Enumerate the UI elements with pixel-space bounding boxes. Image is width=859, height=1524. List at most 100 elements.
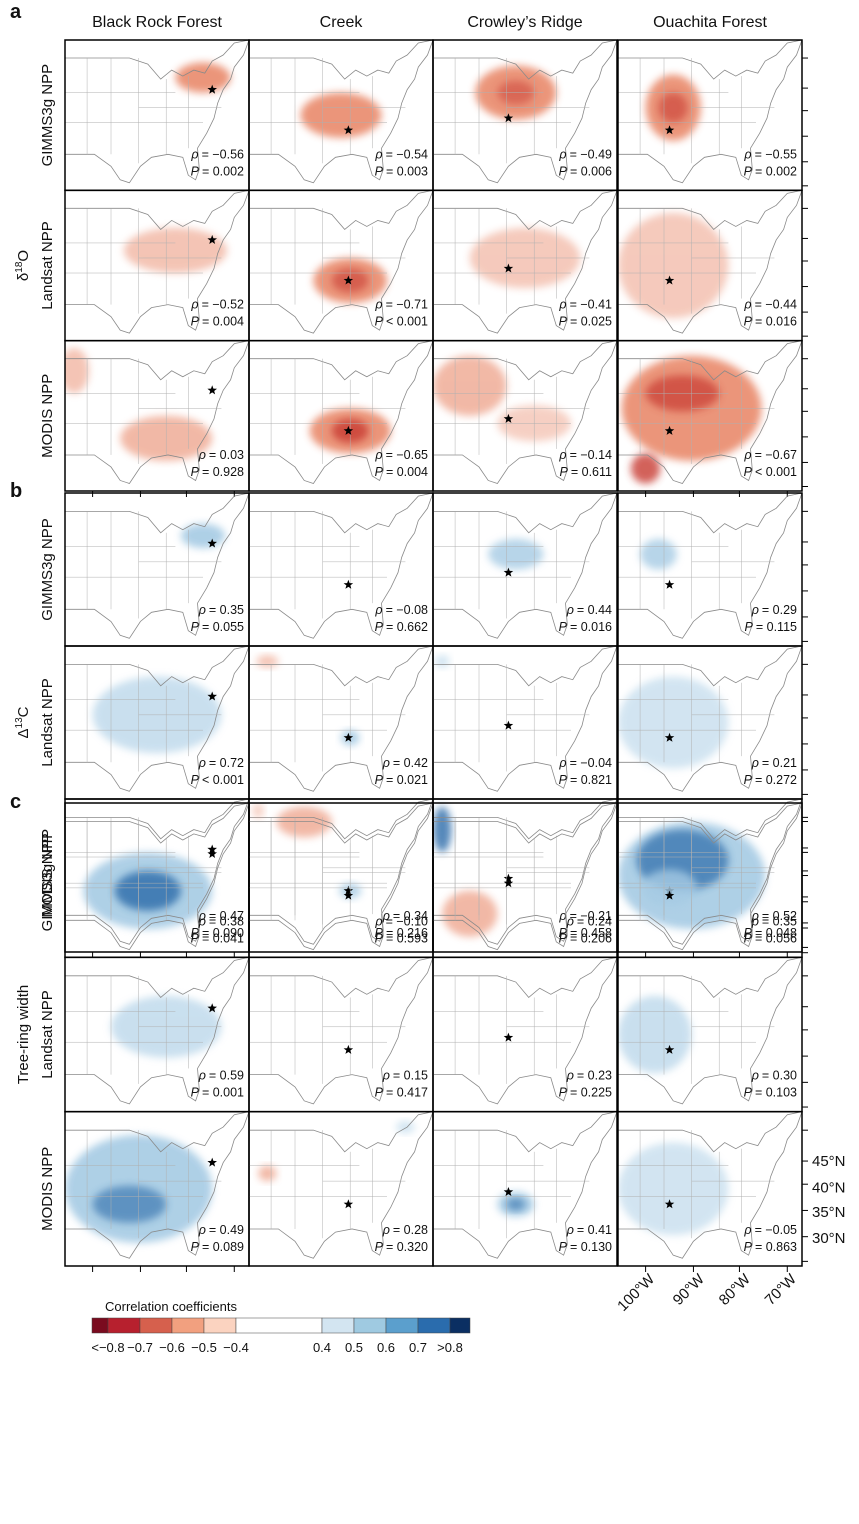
row-label: GIMMS3g NPP xyxy=(39,64,56,167)
row-label: Landsat NPP xyxy=(39,678,56,766)
rho-symbol: ρ xyxy=(751,909,759,923)
rho-value: = 0.28 xyxy=(393,1223,428,1237)
p-symbol: P xyxy=(559,315,568,329)
p-value: = 0.225 xyxy=(570,1086,612,1100)
site-star xyxy=(664,1044,675,1054)
p-symbol: P xyxy=(375,773,384,787)
p-value: = 0.002 xyxy=(202,164,244,178)
p-stat: P = 0.025 xyxy=(559,315,612,329)
colorbar-swatch xyxy=(385,1317,419,1334)
group-label-base: δ xyxy=(15,273,32,281)
p-stat: P = 0.016 xyxy=(559,620,612,634)
column-title: Crowley’s Ridge xyxy=(467,14,582,31)
group-label-rest: O xyxy=(15,250,32,262)
map-outline xyxy=(618,799,802,945)
colorbar-swatch xyxy=(321,1317,355,1334)
rho-stat: ρ = 0.30 xyxy=(751,1069,797,1083)
site-star xyxy=(207,84,217,94)
p-symbol: P xyxy=(559,926,568,940)
p-stat: P = 0.225 xyxy=(559,1086,612,1100)
p-stat: P = 0.130 xyxy=(559,1240,612,1254)
rho-stat: ρ = −0.54 xyxy=(374,147,428,161)
p-value: < 0.001 xyxy=(755,465,797,479)
rho-value: = −0.56 xyxy=(202,147,244,161)
rho-symbol: ρ xyxy=(751,914,759,928)
p-stat: P = 0.002 xyxy=(191,164,244,178)
map-outline xyxy=(433,190,617,334)
site-star xyxy=(207,691,217,701)
column-title: Creek xyxy=(320,14,364,31)
correlation-area xyxy=(618,676,729,769)
colorbar-label: <−0.8 xyxy=(91,1340,124,1355)
rho-value: = −0.52 xyxy=(202,298,244,312)
map-outline xyxy=(65,646,249,792)
rho-symbol: ρ xyxy=(198,603,206,617)
p-value: = 0.593 xyxy=(386,931,428,945)
lon-label: 70°W xyxy=(762,1270,801,1309)
p-value: < 0.001 xyxy=(386,315,428,329)
lon-label: 80°W xyxy=(716,1270,755,1309)
p-stat: P = 0.090 xyxy=(191,926,244,940)
rho-value: = 0.35 xyxy=(762,914,797,928)
rho-symbol: ρ xyxy=(751,1069,759,1083)
p-value: = 0.055 xyxy=(202,620,244,634)
site-star xyxy=(503,878,514,888)
map-cell xyxy=(433,803,617,951)
colorbar-label: 0.6 xyxy=(377,1340,395,1355)
p-stat: P < 0.001 xyxy=(744,465,797,479)
map-cell xyxy=(65,646,249,792)
rho-symbol: ρ xyxy=(743,298,751,312)
map-cell xyxy=(249,646,433,792)
p-stat: P = 0.103 xyxy=(744,1086,797,1100)
correlation-area xyxy=(65,348,89,394)
p-stat: P = 0.002 xyxy=(744,164,797,178)
rho-symbol: ρ xyxy=(382,1069,390,1083)
lat-label: 35°N xyxy=(812,1204,846,1221)
colorbar-swatch xyxy=(235,1317,323,1334)
p-value: = 0.928 xyxy=(202,465,244,479)
p-stat: P = 0.041 xyxy=(191,931,244,945)
rho-stat: ρ = 0.49 xyxy=(198,1223,244,1237)
rho-stat: ρ = 0.35 xyxy=(751,914,797,928)
p-symbol: P xyxy=(744,1086,753,1100)
map-outline xyxy=(618,40,802,184)
correlation-area xyxy=(276,806,332,838)
rho-symbol: ρ xyxy=(374,914,382,928)
p-value: = 0.016 xyxy=(570,620,612,634)
map-outline xyxy=(618,493,802,639)
p-stat: P = 0.016 xyxy=(744,315,797,329)
rho-symbol: ρ xyxy=(558,909,566,923)
map-cell xyxy=(618,1111,802,1259)
p-symbol: P xyxy=(375,931,384,945)
map-cell xyxy=(65,340,249,484)
rho-stat: ρ = 0.35 xyxy=(198,603,244,617)
p-symbol: P xyxy=(559,164,568,178)
map-cell xyxy=(249,340,433,484)
site-star xyxy=(503,720,514,730)
rho-symbol: ρ xyxy=(198,1069,206,1083)
cell-border xyxy=(617,1110,803,1267)
map-outline xyxy=(249,40,433,184)
p-symbol: P xyxy=(744,315,753,329)
rho-symbol: ρ xyxy=(198,1223,206,1237)
map-outline xyxy=(249,1111,433,1259)
site-star xyxy=(343,1044,354,1054)
column-title: Black Rock Forest xyxy=(92,14,222,31)
site-star xyxy=(503,413,514,423)
rho-stat: ρ = −0.44 xyxy=(743,298,797,312)
map-cell xyxy=(618,190,802,334)
p-stat: P = 0.021 xyxy=(375,773,428,787)
p-symbol: P xyxy=(744,926,753,940)
rho-symbol: ρ xyxy=(374,448,382,462)
rho-value: = 0.23 xyxy=(577,1069,612,1083)
p-symbol: P xyxy=(191,620,200,634)
rho-value: = 0.21 xyxy=(762,756,797,770)
map-cell xyxy=(65,957,249,1105)
rho-symbol: ρ xyxy=(558,756,566,770)
p-stat: P = 0.089 xyxy=(191,1240,244,1254)
map-cell xyxy=(433,190,617,334)
rho-stat: ρ = 0.29 xyxy=(751,603,797,617)
colorbar-label: −0.6 xyxy=(159,1340,185,1355)
rho-value: = 0.49 xyxy=(209,1223,244,1237)
